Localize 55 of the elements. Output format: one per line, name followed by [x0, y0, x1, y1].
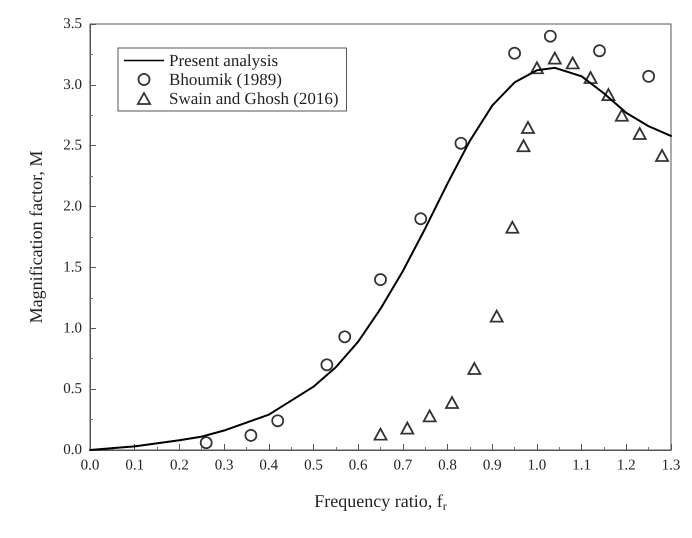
x-tick-label: 0.4: [259, 458, 279, 474]
point: [602, 88, 616, 101]
point: [467, 362, 482, 375]
point: [593, 44, 606, 58]
point: [508, 46, 521, 60]
y-tick-label: 3.5: [63, 16, 82, 32]
x-tick-label: 0.0: [80, 458, 100, 474]
x-tick-label: 0.6: [348, 458, 368, 474]
legend-label: Swain and Ghosh (2016): [169, 89, 339, 108]
point: [271, 414, 284, 428]
x-tick-label: 0.1: [125, 458, 144, 474]
point: [530, 61, 544, 74]
x-tick-label: 1.0: [528, 458, 546, 474]
point: [374, 273, 387, 286]
point: [414, 212, 428, 226]
point: [632, 127, 647, 140]
point: [566, 56, 580, 70]
point: [374, 428, 388, 441]
y-tick-label: 3.0: [63, 76, 82, 93]
point: [320, 358, 334, 372]
y-tick-label: 2.5: [63, 138, 82, 154]
point: [422, 410, 437, 422]
point: [200, 436, 213, 450]
point: [338, 330, 352, 344]
y-tick-label: 2.0: [63, 198, 82, 215]
y-axis-title: Magnification factor, M: [26, 150, 46, 324]
x-tick-label: 1.1: [572, 458, 591, 474]
legend-label: Present analysis: [169, 51, 278, 70]
point: [400, 422, 414, 434]
point: [544, 30, 557, 43]
y-tick-label: 0.5: [63, 381, 82, 398]
point: [516, 139, 530, 152]
y-tick-label: 0.0: [63, 442, 82, 458]
point: [521, 121, 535, 134]
y-tick-label: 1.5: [63, 259, 82, 276]
point: [548, 52, 562, 64]
x-tick-label: 0.9: [482, 458, 502, 474]
x-tick-label: 0.5: [304, 458, 323, 474]
point: [655, 149, 669, 162]
legend-label: Bhoumik (1989): [169, 70, 282, 89]
x-tick-label: 0.7: [393, 458, 413, 474]
x-tick-label: 0.3: [214, 458, 234, 474]
point: [642, 70, 656, 83]
point: [505, 220, 520, 234]
point: [614, 108, 629, 122]
point: [244, 428, 258, 442]
point: [584, 71, 598, 84]
point: [490, 310, 504, 323]
y-tick-label: 1.0: [63, 320, 82, 336]
x-tick-label: 1.3: [662, 458, 680, 474]
point: [454, 136, 468, 150]
x-tick-label: 1.2: [616, 458, 636, 474]
point: [445, 396, 459, 409]
x-tick-label: 0.2: [170, 458, 189, 474]
x-tick-label: 0.8: [438, 458, 457, 474]
